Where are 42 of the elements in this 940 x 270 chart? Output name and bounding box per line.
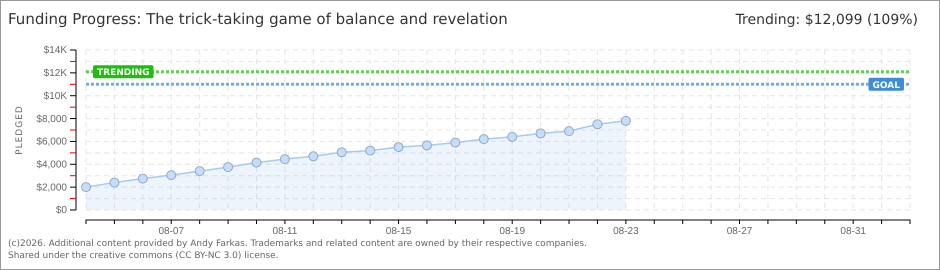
- point: [478, 134, 489, 144]
- x-tick-label: 08-19: [499, 226, 526, 238]
- y-tick-label: $12K: [44, 68, 68, 80]
- point: [564, 126, 574, 136]
- point: [138, 174, 148, 184]
- y-tick-label: $8,000: [36, 114, 68, 125]
- point: [81, 182, 91, 192]
- x-tick-label: 08-15: [386, 226, 412, 238]
- x-tick-label: 08-23: [613, 226, 640, 238]
- y-tick-label: $6,000: [36, 136, 68, 148]
- point: [251, 158, 262, 168]
- y-tick-label: $4,000: [36, 159, 68, 170]
- text: Trending: $12,099 (109%): [734, 12, 918, 28]
- y-tick-label: $14K: [44, 45, 68, 56]
- x-tick-label: 08-27: [726, 226, 753, 238]
- chart-title: Funding Progress: The trick-taking game of balance and revelation: [8, 10, 508, 28]
- point: [394, 142, 404, 152]
- y-tick-label: $10K: [44, 90, 68, 102]
- x-tick-label: 08-07: [158, 226, 184, 238]
- point: [166, 170, 176, 180]
- x-tick-label: 08-11: [272, 226, 298, 238]
- y-axis-title: PLEDGED: [15, 105, 25, 155]
- ref-line-label: TRENDING: [97, 68, 150, 78]
- point: [365, 146, 376, 156]
- ref-line-label: GOAL: [872, 80, 900, 91]
- point: [109, 178, 120, 188]
- point: [536, 128, 546, 138]
- x-tick-label: 08-31: [840, 226, 866, 238]
- y-tick-label: $2,000: [36, 182, 68, 194]
- point: [592, 119, 602, 130]
- text: (c)2026. Additional content provided by Andy Farkas. Trademarks and related content are owned by their respective companies.: [8, 239, 587, 249]
- point: [308, 151, 318, 162]
- y-tick-label: $0: [56, 205, 68, 216]
- point: [422, 140, 432, 150]
- point: [194, 166, 205, 176]
- point: [280, 154, 290, 164]
- text: Shared under the creative commons (CC BY-NC 3.0) license.: [8, 251, 279, 261]
- point: [336, 147, 347, 158]
- point: [223, 162, 234, 172]
- point: [450, 138, 460, 148]
- point: [507, 132, 518, 142]
- point: [620, 116, 631, 126]
